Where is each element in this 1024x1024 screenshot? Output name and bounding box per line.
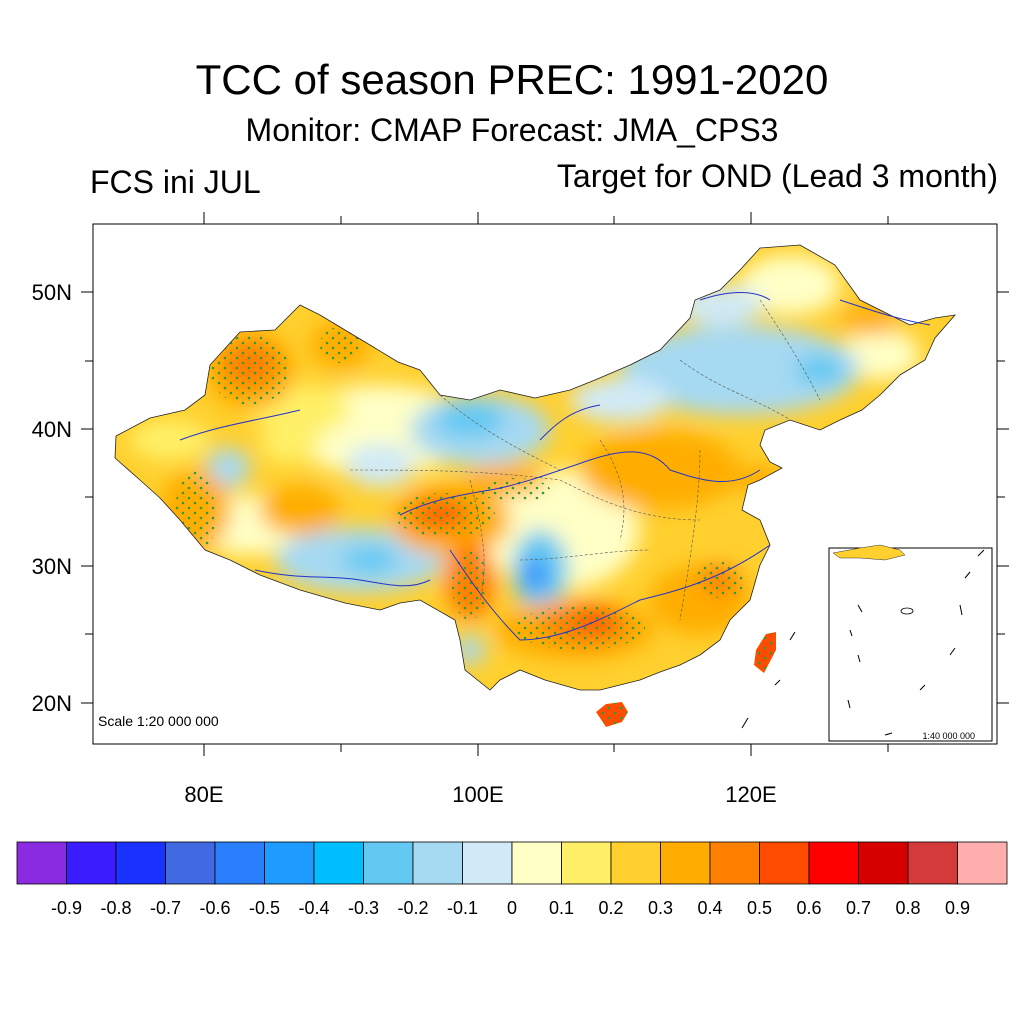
- colorbar-swatch: [165, 841, 216, 885]
- lat-label-20n: 20N: [32, 691, 72, 716]
- colorbar-swatch: [957, 841, 1008, 885]
- colorbar-tick-label: 0.4: [697, 898, 722, 918]
- colorbar-tick-label: 0.5: [747, 898, 772, 918]
- forecast-init-label: FCS ini JUL: [90, 164, 261, 200]
- chart-title: TCC of season PREC: 1991-2020: [195, 56, 829, 103]
- colorbar-swatch: [907, 841, 958, 885]
- colorbar: -0.9 -0.8 -0.7 -0.6 -0.5 -0.4 -0.3 -0.2 -0.1 0 0.1…: [16, 841, 1008, 918]
- lat-label-30n: 30N: [32, 554, 72, 579]
- south-china-sea-inset: [828, 544, 993, 742]
- colorbar-swatch: [313, 841, 364, 885]
- colorbar-swatch: [264, 841, 315, 885]
- colorbar-tick-label: 0.3: [648, 898, 673, 918]
- colorbar-swatch: [115, 841, 166, 885]
- colorbar-tick-label: 0: [507, 898, 517, 918]
- colorbar-tick-label: 0.9: [945, 898, 970, 918]
- colorbar-tick-label: -0.2: [397, 898, 428, 918]
- colorbar-tick-label: 0.6: [796, 898, 821, 918]
- colorbar-swatch: [412, 841, 463, 885]
- province-boundaries: [349, 299, 821, 621]
- chart-subtitle: Monitor: CMAP Forecast: JMA_CPS3: [245, 112, 779, 148]
- colorbar-tick-label: -0.6: [199, 898, 230, 918]
- lat-label-40n: 40N: [32, 417, 72, 442]
- colorbar-swatch: [660, 841, 711, 885]
- lon-label-80e: 80E: [184, 782, 223, 807]
- colorbar-swatch: [363, 841, 414, 885]
- colorbar-swatch: [511, 841, 562, 885]
- colorbar-tick-label: 0.1: [549, 898, 574, 918]
- target-season-label: Target for OND (Lead 3 month): [556, 158, 998, 194]
- map-scale-label: Scale 1:20 000 000: [98, 713, 219, 729]
- colorbar-tick-label: -0.3: [348, 898, 379, 918]
- colorbar-swatch: [214, 841, 265, 885]
- colorbar-swatch: [462, 841, 513, 885]
- rivers: [179, 292, 931, 641]
- inset-scale-label: 1:40 000 000: [922, 731, 975, 741]
- island-boundary-marks: [741, 631, 796, 729]
- lat-label-50n: 50N: [32, 280, 72, 305]
- colorbar-swatch: [709, 841, 760, 885]
- axis-ticks: [81, 212, 1009, 756]
- colorbar-tick-label: 0.7: [846, 898, 871, 918]
- colorbar-tick-label: -0.9: [51, 898, 82, 918]
- colorbar-tick-label: -0.1: [447, 898, 478, 918]
- colorbar-swatch: [858, 841, 909, 885]
- colorbar-tick-label: -0.4: [298, 898, 329, 918]
- colorbar-swatch: [16, 841, 67, 885]
- colorbar-tick-label: -0.7: [150, 898, 181, 918]
- lon-label-100e: 100E: [452, 782, 503, 807]
- colorbar-swatch: [759, 841, 810, 885]
- lon-label-120e: 120E: [725, 782, 776, 807]
- colorbar-swatch: [808, 841, 859, 885]
- colorbar-tick-label: -0.8: [100, 898, 131, 918]
- colorbar-tick-label: -0.5: [249, 898, 280, 918]
- colorbar-swatch: [66, 841, 117, 885]
- colorbar-swatch: [610, 841, 661, 885]
- colorbar-tick-label: 0.8: [895, 898, 920, 918]
- colorbar-tick-label: 0.2: [598, 898, 623, 918]
- colorbar-swatch: [561, 841, 612, 885]
